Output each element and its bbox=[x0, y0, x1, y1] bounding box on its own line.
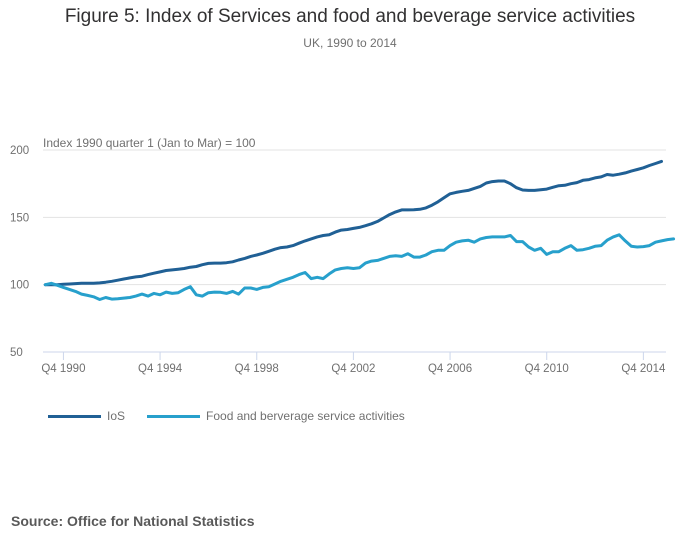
x-tick-label: Q4 2014 bbox=[621, 363, 666, 375]
x-tick-label: Q4 1998 bbox=[235, 363, 279, 375]
y-axis-ticks: 50 100 150 200 bbox=[10, 145, 29, 359]
chart-title: Figure 5: Index of Services and food and… bbox=[64, 6, 636, 27]
chart-subtitle: UK, 1990 to 2014 bbox=[303, 36, 397, 50]
series-line-ios[interactable] bbox=[43, 159, 663, 287]
x-axis: Q4 1990 Q4 1994 Q4 1998 Q4 2002 Q4 2006 Q4 20… bbox=[41, 351, 666, 375]
legend-label-food-beverage: Food and berverage service activities bbox=[206, 409, 405, 423]
legend-item-food-beverage[interactable]: Food and berverage service activities bbox=[147, 409, 405, 423]
legend-swatch-ios bbox=[48, 414, 101, 418]
series-line-food-beverage[interactable] bbox=[43, 233, 676, 301]
y-tick-label-150: 150 bbox=[10, 212, 29, 224]
legend: IoS Food and berverage service activitie… bbox=[48, 409, 427, 423]
legend-label-ios: IoS bbox=[107, 409, 126, 423]
x-tick-label: Q4 2002 bbox=[331, 363, 375, 375]
y-tick-label-200: 200 bbox=[10, 145, 29, 157]
y-tick-label-50: 50 bbox=[10, 347, 23, 359]
legend-item-ios[interactable]: IoS bbox=[48, 409, 125, 423]
source-note: Source: Office for National Statistics bbox=[11, 513, 255, 529]
x-tick-label: Q4 2006 bbox=[428, 363, 472, 375]
gridlines bbox=[43, 149, 666, 286]
series-lines bbox=[43, 159, 676, 301]
y-tick-label-100: 100 bbox=[10, 280, 29, 292]
x-tick-label: Q4 1990 bbox=[41, 363, 85, 375]
y-axis-label: Index 1990 quarter 1 (Jan to Mar) = 100 bbox=[43, 136, 256, 150]
legend-swatch-food-beverage bbox=[147, 414, 201, 418]
x-tick-label: Q4 1994 bbox=[138, 363, 183, 375]
x-tick-label: Q4 2010 bbox=[525, 363, 569, 375]
